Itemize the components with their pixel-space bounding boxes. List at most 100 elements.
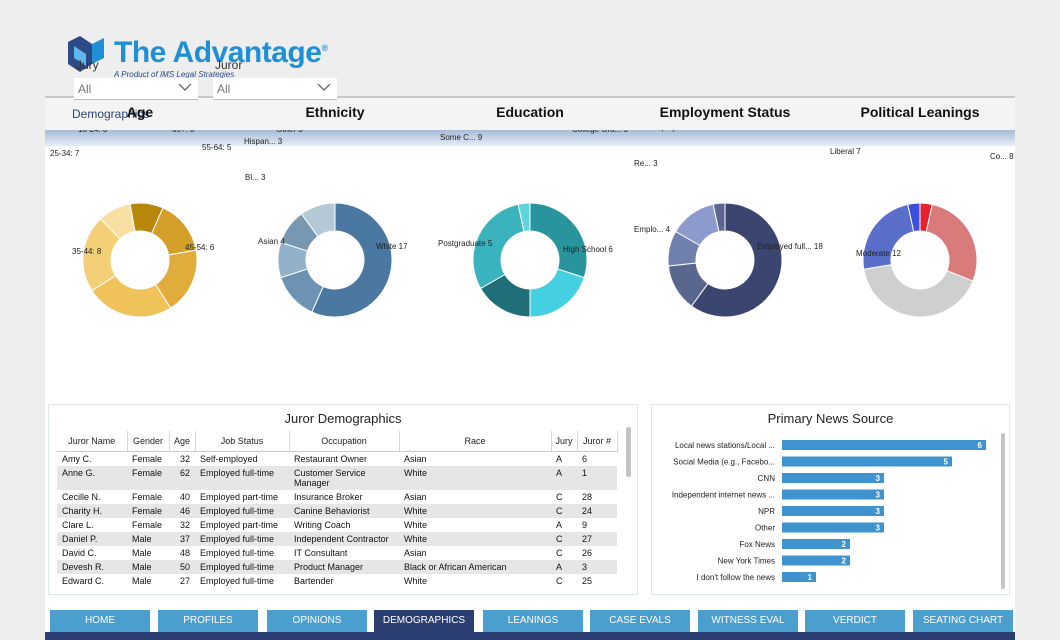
table-row[interactable]: Edward C. Male 27 Employed full-time Bartend…	[57, 574, 617, 588]
table-cell: 50	[169, 559, 195, 574]
news-bar[interactable]	[782, 539, 850, 549]
bar-value-label: 6	[978, 441, 983, 450]
education-chart-title: Education	[496, 104, 564, 120]
table-cell: 25	[582, 575, 593, 586]
breadcrumb: Demographics	[72, 107, 150, 121]
donut-label: Asian 4	[258, 237, 285, 246]
table-cell: White	[399, 465, 551, 490]
nav-tab-case-evals[interactable]: CASE EVALS	[590, 610, 690, 632]
chevron-down-icon[interactable]	[178, 80, 192, 94]
table-cell: 26	[582, 547, 593, 558]
donut-employment-status: Employed full... 18 Emplo... 4 Re... 3 Self…	[634, 130, 823, 318]
bar-value-label: 2	[842, 540, 847, 549]
donut-label: Hispan... 3	[244, 137, 283, 146]
table-cell: Female	[127, 503, 169, 518]
news-bar[interactable]	[782, 572, 816, 582]
table-cell: Asian	[404, 547, 427, 558]
donut-label: Employed full... 18	[757, 242, 823, 251]
table-row[interactable]: David C. Male 48 Employed full-time IT Consu…	[57, 546, 617, 560]
column-header[interactable]: Juror Name	[57, 431, 128, 452]
table-cell: Canine Behaviorist	[289, 503, 399, 518]
table-cell: Writing Coach	[294, 519, 351, 530]
donut-age: 65+: 3 55-64: 5 45-54: 6 35-44: 8 25-34: 7 18…	[50, 130, 232, 318]
table-row[interactable]: Anne G. Female 62 Employed full-time Custome…	[57, 465, 617, 490]
nav-tab-home[interactable]: HOME	[50, 610, 150, 632]
footer-strip	[45, 632, 1015, 640]
table-row[interactable]: Cecille N. Female 40 Employed part-time Insu…	[57, 490, 617, 504]
donut-slice[interactable]	[529, 202, 588, 279]
table-cell: Edward C.	[62, 575, 105, 586]
nav-tab-witness-eval[interactable]: WITNESS EVAL	[698, 610, 798, 632]
donut-label: 55-64: 5	[202, 143, 232, 152]
column-header[interactable]: Age	[169, 431, 196, 452]
column-header[interactable]: Occupation	[289, 431, 400, 452]
chart-scrollbar[interactable]	[1001, 433, 1005, 589]
column-header[interactable]: Jury	[551, 431, 578, 452]
news-bar[interactable]	[782, 506, 884, 516]
table-row[interactable]: Daniel P. Male 37 Employed full-time Indepen…	[57, 531, 617, 546]
table-cell: Male	[127, 531, 169, 546]
donut-slice[interactable]	[862, 203, 915, 270]
header-band	[45, 130, 1015, 146]
nav-tab-profiles[interactable]: PROFILES	[158, 610, 258, 632]
news-bar[interactable]	[782, 456, 952, 467]
donut-slice[interactable]	[863, 264, 974, 318]
table-row[interactable]: Charity H. Female 46 Employed full-time Cani…	[57, 503, 617, 518]
news-bar[interactable]	[782, 489, 884, 500]
donut-slice[interactable]	[300, 202, 336, 238]
donut-slice[interactable]	[99, 203, 136, 240]
table-cell: 28	[582, 491, 593, 502]
news-bar[interactable]	[782, 473, 884, 483]
bar-category-label: Local news stations/Local ...	[675, 441, 775, 450]
ethnicity-chart-title: Ethnicity	[305, 104, 365, 120]
chevron-down-icon[interactable]	[317, 80, 331, 94]
column-header[interactable]: Gender	[127, 431, 170, 452]
table-cell: 27	[179, 575, 190, 586]
nav-tab-verdict[interactable]: VERDICT	[805, 610, 905, 632]
donut-slice[interactable]	[690, 202, 783, 318]
juror-filter[interactable]: Juror All	[213, 58, 337, 100]
table-row[interactable]: Amy C. Female 32 Self-employed Restaurant Ow…	[57, 451, 617, 466]
donut-slice[interactable]	[907, 202, 921, 233]
donut-slice[interactable]	[529, 268, 585, 318]
table-cell: 24	[577, 503, 617, 518]
table-cell: Restaurant Owner	[294, 453, 368, 464]
news-bar[interactable]	[782, 440, 986, 450]
news-bar[interactable]	[782, 555, 850, 566]
nav-tab-seating-chart[interactable]: SEATING CHART	[913, 610, 1013, 632]
column-header[interactable]: Job Status	[195, 431, 290, 452]
juror-demographics-panel: Juror Demographics Juror Name Gender Age…	[48, 404, 638, 595]
bar-value-label: 3	[876, 474, 881, 483]
employment-chart-title: Employment Status	[659, 104, 791, 120]
news-source-panel: Primary News Source Local news stations/…	[651, 404, 1010, 595]
nav-tab-leanings[interactable]: LEANINGS	[483, 610, 583, 632]
donut-label: High School 6	[563, 245, 613, 254]
nav-tab-demographics[interactable]: DEMOGRAPHICS	[374, 610, 474, 632]
donut-slice[interactable]	[712, 202, 726, 233]
table-row[interactable]: Devesh R. Male 50 Employed full-time Product…	[57, 559, 617, 574]
jury-dropdown[interactable]: All	[74, 78, 198, 100]
table-cell: 32	[179, 453, 190, 464]
donut-slice[interactable]	[472, 203, 525, 290]
donut-slice[interactable]	[517, 202, 531, 233]
bar-value-label: 2	[842, 557, 847, 566]
donut-label: 35-44: 8	[72, 247, 102, 256]
table-row[interactable]: Clare L. Female 32 Employed part-time Writin…	[57, 518, 617, 532]
juror-dropdown[interactable]: All	[213, 78, 337, 100]
column-header[interactable]: Race	[399, 431, 552, 452]
table-cell: 37	[169, 531, 195, 546]
donut-label: 18-24: 3	[78, 130, 108, 134]
table-cell: A	[556, 453, 563, 464]
donut-slice[interactable]	[311, 202, 393, 318]
donut-slice[interactable]	[925, 203, 978, 282]
nav-tab-opinions[interactable]: OPINIONS	[267, 610, 367, 632]
donut-label: Other 3	[276, 130, 303, 134]
table-scrollbar[interactable]	[626, 427, 631, 477]
news-bar-chart: Local news stations/Local ... 6 Social Med…	[672, 440, 986, 582]
table-cell: White	[399, 503, 551, 518]
donut-label: 45-54: 6	[185, 243, 215, 252]
news-bar[interactable]	[782, 522, 884, 533]
column-header[interactable]: Juror #	[577, 431, 618, 452]
jury-filter[interactable]: Jury All	[74, 58, 198, 100]
bar-category-label: New York Times	[718, 557, 775, 566]
